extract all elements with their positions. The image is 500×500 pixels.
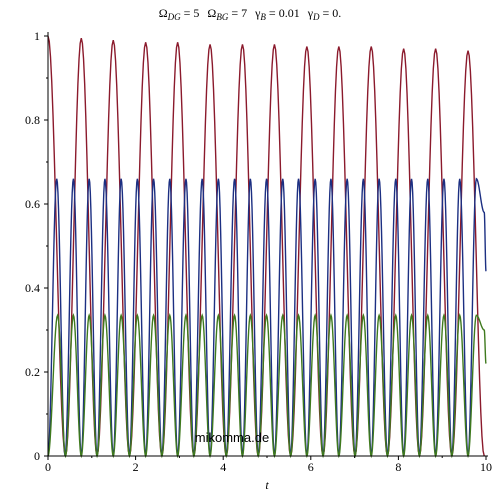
series-line-1 bbox=[47, 35, 485, 457]
title-value: = 0.01 bbox=[266, 6, 300, 20]
y-tick-label: 1 bbox=[34, 29, 40, 43]
plot-area bbox=[47, 35, 487, 459]
chart-title-text: ΩDG = 5 ΩBG = 7 γB = 0.01 γD = 0. bbox=[159, 6, 342, 22]
y-tick-label: 0 bbox=[34, 449, 40, 463]
title-symbol: Ω bbox=[159, 6, 168, 20]
x-tick-label: 2 bbox=[133, 460, 139, 474]
y-tick-label: 0.4 bbox=[25, 281, 40, 295]
chart-title: ΩDG = 5 ΩBG = 7 γB = 0.01 γD = 0. bbox=[159, 6, 342, 22]
title-subscript: D bbox=[312, 12, 320, 22]
title-symbol: γ bbox=[254, 6, 261, 20]
title-symbol: Ω bbox=[207, 6, 216, 20]
x-tick-label: 6 bbox=[308, 460, 314, 474]
x-tick-label: 8 bbox=[395, 460, 401, 474]
axis-ticks: 0 2 4 6 8 10 0 0.2 0.4 0.6 0.8 1 bbox=[25, 29, 492, 474]
x-tick-label: 10 bbox=[480, 460, 492, 474]
y-tick-label: 0.8 bbox=[25, 113, 40, 127]
title-value: = 7 bbox=[228, 6, 247, 20]
title-value: = 0. bbox=[320, 6, 342, 20]
x-axis-label: t bbox=[265, 478, 269, 492]
series-line-3 bbox=[47, 312, 487, 459]
title-value: = 5 bbox=[181, 6, 200, 20]
y-tick-label: 0.6 bbox=[25, 197, 40, 211]
title-symbol: γ bbox=[307, 6, 314, 20]
x-tick-label: 0 bbox=[45, 460, 51, 474]
watermark-text: mikomma.de bbox=[195, 430, 269, 445]
title-subscript: BG bbox=[216, 12, 228, 22]
title-subscript: DG bbox=[167, 12, 181, 22]
y-tick-label: 0.2 bbox=[25, 365, 40, 379]
x-tick-label: 4 bbox=[220, 460, 226, 474]
title-subscript: B bbox=[260, 12, 266, 22]
